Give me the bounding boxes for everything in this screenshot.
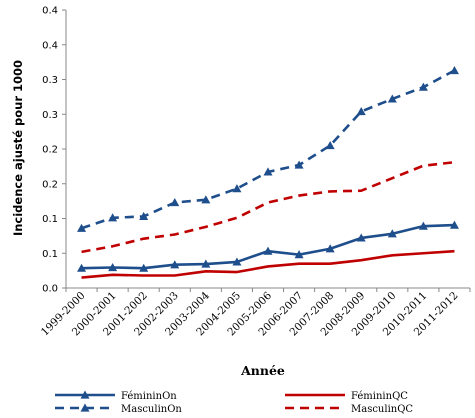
- data-point: [356, 106, 366, 116]
- data-point: [77, 263, 87, 272]
- y-tick-label: 0.2: [42, 145, 58, 156]
- y-tick-label: 0.4: [42, 40, 58, 51]
- data-point: [449, 65, 459, 75]
- series-line-3: [81, 249, 455, 279]
- data-point: [387, 94, 397, 103]
- y-tick-label: 0.1: [42, 214, 58, 225]
- data-point: [294, 250, 304, 259]
- series-line-2: [81, 69, 456, 230]
- data-point: [325, 244, 335, 253]
- legend-label: MasculinQC: [351, 404, 413, 415]
- legend-label: MasculinOn: [121, 404, 182, 415]
- y-tick-label: 0.1: [42, 249, 58, 260]
- data-point: [294, 160, 304, 169]
- data-point: [139, 263, 149, 272]
- y-tick-labels: 0.0 0.1 0.1 0.2 0.2 0.3 0.3 0.4 0.4: [42, 6, 58, 295]
- data-point: [418, 221, 428, 230]
- y-tick-label: 0.0: [42, 284, 58, 295]
- data-point: [232, 257, 242, 266]
- legend: FémininOn MasculinOn FémininQC MasculinQC: [55, 390, 413, 415]
- x-tick-labels: 1999-20002000-20012001-20022002-20032003…: [39, 289, 461, 338]
- data-point: [325, 141, 335, 150]
- data-point: [356, 233, 366, 242]
- series-lines: [77, 65, 459, 279]
- legend-label: FémininQC: [351, 391, 408, 402]
- y-tick-label: 0.2: [42, 179, 58, 190]
- y-axis-label: Incidence ajusté pour 1000: [11, 60, 25, 236]
- legend-marker: [80, 390, 90, 399]
- data-point: [170, 260, 180, 269]
- data-point: [77, 223, 87, 232]
- legend-label: FémininOn: [121, 391, 177, 402]
- data-point: [108, 213, 118, 222]
- data-point: [263, 167, 273, 176]
- data-point: [387, 229, 397, 238]
- y-tick-label: 0.4: [42, 6, 58, 17]
- data-point: [263, 246, 273, 255]
- y-tick-label: 0.3: [42, 110, 58, 121]
- data-point: [201, 259, 211, 268]
- series-line-4: [81, 160, 455, 254]
- axes: [62, 9, 471, 292]
- legend-marker: [80, 403, 90, 412]
- data-point: [201, 195, 211, 204]
- data-point: [232, 184, 242, 193]
- series-line-1: [81, 223, 455, 270]
- data-point: [108, 262, 118, 272]
- data-point: [449, 220, 459, 229]
- data-point: [139, 211, 149, 221]
- y-tick-label: 0.3: [42, 75, 58, 86]
- data-point: [418, 82, 428, 91]
- x-axis-label: Année: [240, 363, 285, 378]
- data-point: [170, 198, 180, 207]
